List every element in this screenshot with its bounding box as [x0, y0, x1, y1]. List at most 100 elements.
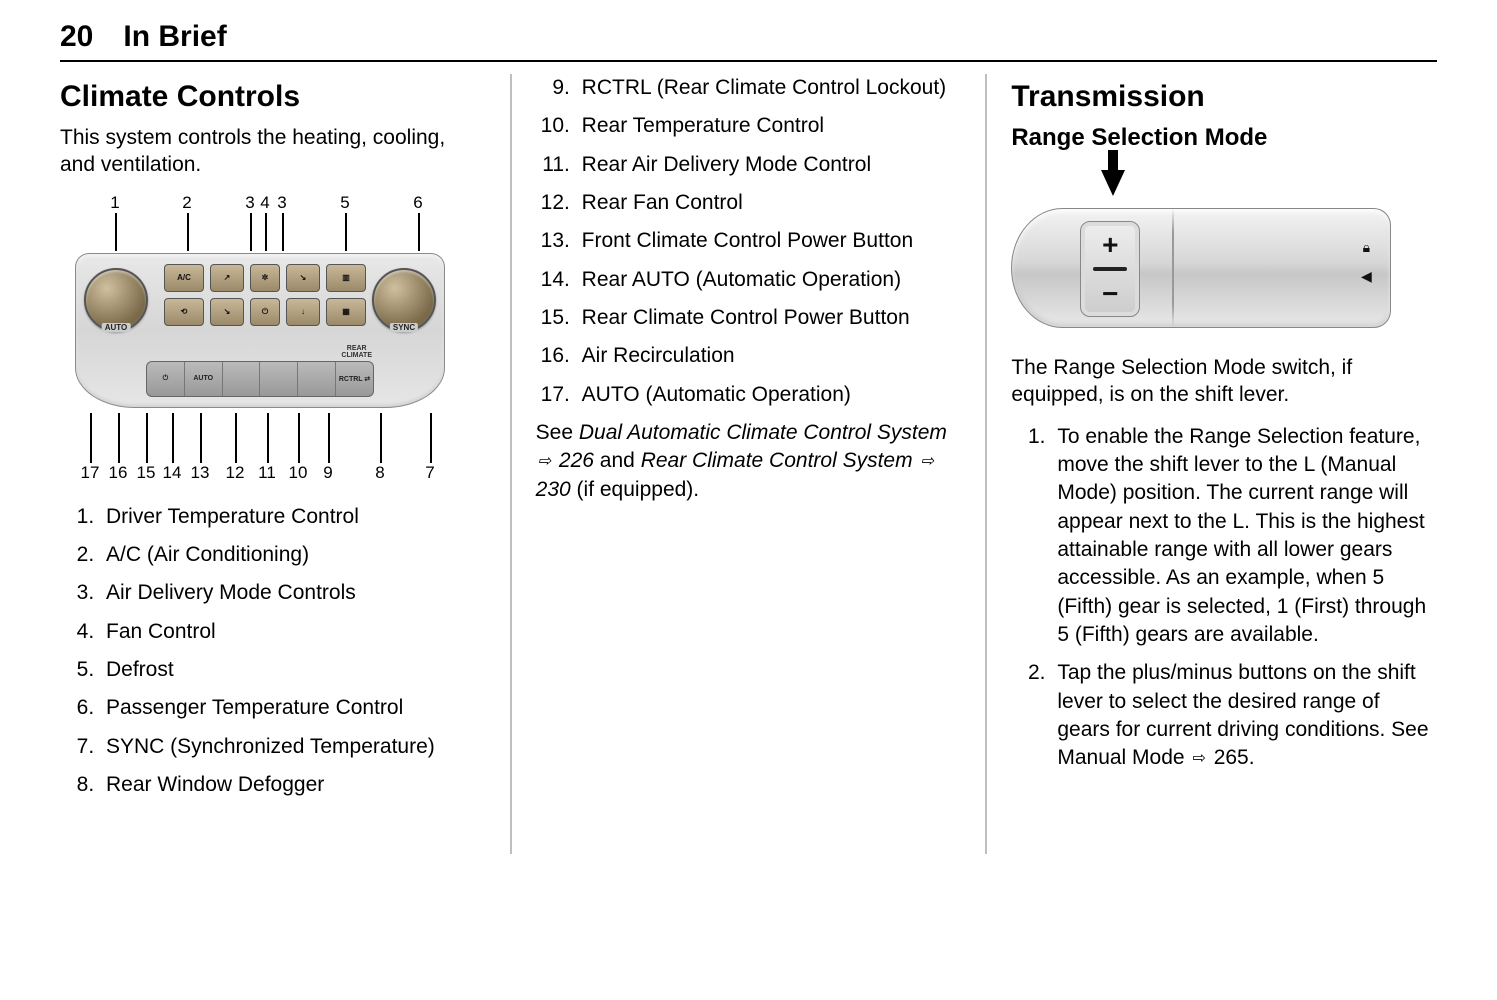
see-page1: 226: [559, 449, 594, 472]
step2-page: 265: [1214, 746, 1249, 769]
minus-icon: −: [1102, 278, 1118, 310]
see-ref2: Rear Climate Control System: [641, 449, 913, 472]
callout-item: Rear Fan Control: [576, 189, 962, 217]
see-mid: and: [594, 449, 641, 472]
lock-icon: 🔒︎: [1363, 239, 1370, 256]
leader-line: [265, 213, 267, 251]
callout-item: Defrost: [100, 656, 486, 684]
ref-arrow-icon: ⇨: [538, 451, 551, 473]
callout-item: Passenger Temperature Control: [100, 694, 486, 722]
range-selection-subheading: Range Selection Mode: [1011, 124, 1437, 152]
leader-line: [250, 213, 252, 251]
callout-number: 3: [245, 193, 254, 213]
callout-number: 11: [258, 463, 276, 483]
callout-number: 6: [413, 193, 422, 213]
transmission-heading: Transmission: [1011, 80, 1437, 114]
climate-callout-list-a: Driver Temperature ControlA/C (Air Condi…: [60, 503, 486, 800]
page-header: 20 In Brief: [60, 20, 1437, 62]
climate-heading: Climate Controls: [60, 80, 486, 114]
transmission-intro: The Range Selection Mode switch, if equi…: [1011, 354, 1437, 409]
lever-side-icons: 🔒︎ ◀: [1354, 239, 1378, 285]
callout-item: SYNC (Synchronized Temperature): [100, 733, 486, 761]
leader-line: [328, 413, 330, 463]
climate-diagram: 1234356 AUTO SYNC A/C ↗ ✲ ↘ ▥: [60, 193, 460, 483]
mode-button-3: ↘: [210, 298, 244, 326]
callout-number: 13: [191, 463, 210, 483]
leader-line: [235, 413, 237, 463]
climate-callout-list-b: RCTRL (Rear Climate Control Lockout)Rear…: [536, 74, 962, 409]
recirc-button: ⟲: [164, 298, 204, 326]
leader-line: [418, 213, 420, 251]
leader-line: [200, 413, 202, 463]
leader-line: [90, 413, 92, 463]
callout-item: Rear Temperature Control: [576, 112, 962, 140]
callout-number: 8: [375, 463, 384, 483]
diagram-bottom-callouts: 1716151413121110987: [60, 463, 460, 483]
callout-number: 9: [323, 463, 332, 483]
callout-item: Rear AUTO (Automatic Operation): [576, 266, 962, 294]
driver-temp-knob: AUTO: [84, 268, 148, 332]
leader-line: [187, 213, 189, 251]
see-page2: 230: [536, 478, 571, 501]
pointer-arrow-icon: [1101, 170, 1125, 196]
rear-control-bar: ⏻AUTORCTRL ⇄: [146, 361, 374, 397]
rocker-divider: [1093, 267, 1127, 271]
mode-button-4: ↓: [286, 298, 320, 326]
callout-number: 10: [289, 463, 308, 483]
climate-panel: AUTO SYNC A/C ↗ ✲ ↘ ▥ ⟲ ↘ ⏻ ↓ ▦: [75, 253, 445, 408]
see-reference: See Dual Automatic Climate Control Syste…: [536, 419, 962, 504]
rear-defog-button: ▦: [326, 298, 366, 326]
ref-arrow-icon: ⇨: [920, 451, 933, 473]
section-title: In Brief: [123, 20, 226, 54]
ac-button: A/C: [164, 264, 204, 292]
climate-intro: This system controls the heating, coolin…: [60, 124, 486, 179]
transmission-step-1: To enable the Range Selection feature, m…: [1051, 423, 1437, 650]
callout-item: Fan Control: [100, 618, 486, 646]
step2-suffix: .: [1249, 746, 1255, 769]
shift-lever-diagram: + − 🔒︎ ◀: [1011, 170, 1391, 340]
leader-line: [118, 413, 120, 463]
callout-number: 2: [182, 193, 191, 213]
triangle-icon: ◀: [1361, 268, 1372, 285]
callout-number: 17: [81, 463, 100, 483]
leader-line: [282, 213, 284, 251]
transmission-step-2: Tap the plus/minus buttons on the shift …: [1051, 659, 1437, 772]
rear-climate-label: REARCLIMATE: [341, 345, 372, 359]
callout-item: Rear Air Delivery Mode Control: [576, 151, 962, 179]
leader-line: [298, 413, 300, 463]
see-prefix: See: [536, 421, 579, 444]
column-1: Climate Controls This system controls th…: [60, 74, 510, 854]
plus-minus-rocker: + −: [1080, 221, 1140, 317]
leader-line: [345, 213, 347, 251]
callout-number: 15: [137, 463, 156, 483]
callout-number: 7: [425, 463, 434, 483]
callout-item: Front Climate Control Power Button: [576, 227, 962, 255]
see-ref1: Dual Automatic Climate Control System: [579, 421, 947, 444]
callout-item: AUTO (Automatic Operation): [576, 381, 962, 409]
leader-line: [380, 413, 382, 463]
rear-bar-cell: AUTO: [185, 362, 223, 396]
defrost-button: ▥: [326, 264, 366, 292]
callout-item: A/C (Air Conditioning): [100, 541, 486, 569]
callout-number: 14: [163, 463, 182, 483]
lever-seam: [1172, 209, 1174, 327]
diagram-top-callouts: 1234356: [60, 193, 460, 213]
see-suffix: (if equipped).: [571, 478, 699, 501]
callout-number: 12: [226, 463, 245, 483]
sync-label: SYNC: [390, 323, 418, 332]
rear-bar-cell: ⏻: [147, 362, 185, 396]
leader-line: [172, 413, 174, 463]
step2-text: Tap the plus/minus buttons on the shift …: [1057, 661, 1428, 741]
fan-button: ✲: [250, 264, 280, 292]
ref-arrow-icon: ⇨: [1192, 748, 1205, 770]
page-number: 20: [60, 20, 93, 54]
column-3: Transmission Range Selection Mode + − 🔒︎…: [987, 74, 1437, 854]
rear-bar-cell: [260, 362, 298, 396]
callout-item: Rear Climate Control Power Button: [576, 304, 962, 332]
mode-button-2: ↘: [286, 264, 320, 292]
leader-line: [430, 413, 432, 463]
page: 20 In Brief Climate Controls This system…: [0, 0, 1497, 894]
callout-number: 3: [277, 193, 286, 213]
auto-label: AUTO: [102, 323, 131, 332]
rear-bar-cell: [223, 362, 261, 396]
